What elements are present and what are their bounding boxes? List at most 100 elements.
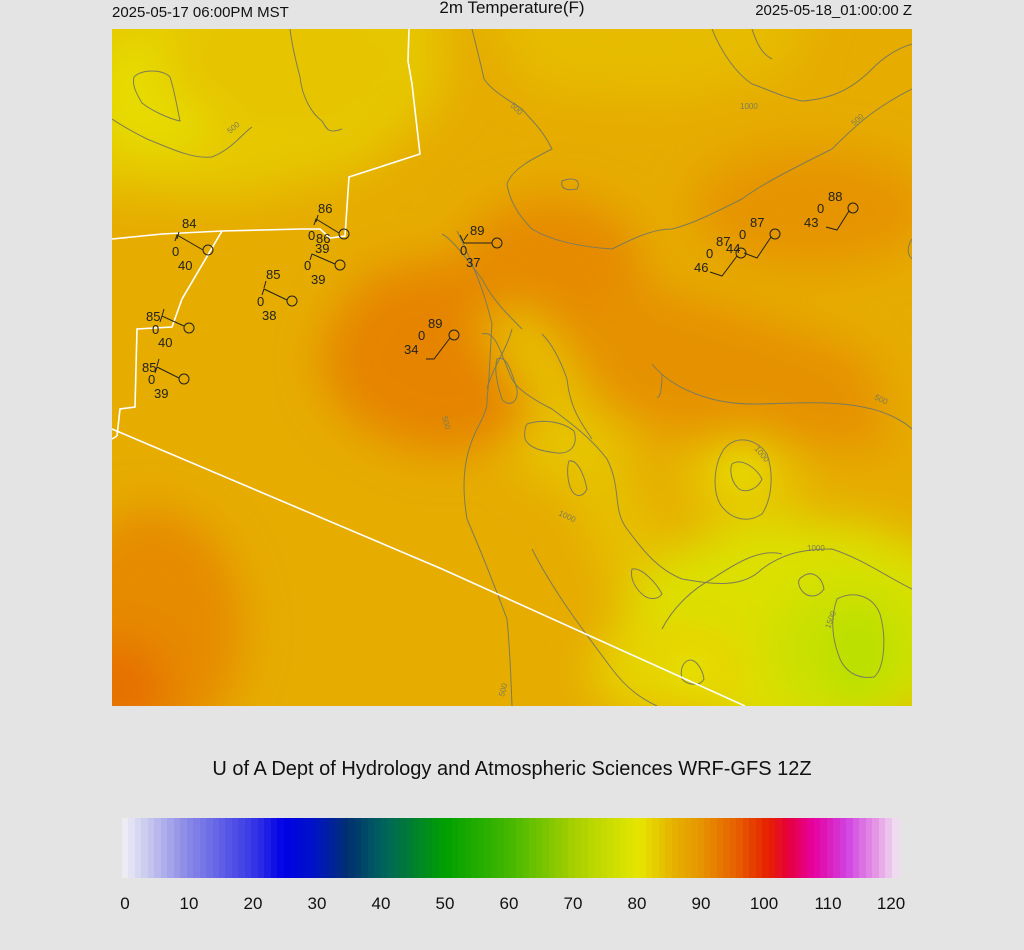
colorbar-segment (645, 818, 653, 878)
colorbar-segment (872, 818, 880, 878)
colorbar-segment (393, 818, 401, 878)
colorbar-segment (290, 818, 298, 878)
colorbar-segment (445, 818, 453, 878)
station-wind: 0 (172, 244, 179, 259)
colorbar-segment (652, 818, 660, 878)
colorbar-segment (813, 818, 821, 878)
station-dew: 39 (315, 241, 329, 256)
colorbar-segment (387, 818, 395, 878)
colorbar-segment (154, 818, 162, 878)
station-wind: 0 (257, 294, 264, 309)
colorbar-segment (173, 818, 181, 878)
colorbar-tick: 110 (814, 894, 842, 913)
contour-label: 1000 (807, 544, 825, 553)
colorbar-segment (529, 818, 537, 878)
wind-barb (159, 308, 185, 327)
colorbar-segment (277, 818, 285, 878)
colorbar-segment (658, 818, 666, 878)
colorbar-segment (762, 818, 770, 878)
station-marker (338, 228, 350, 240)
map-title: 2m Temperature(F) (439, 0, 585, 17)
colorbar-segment (296, 818, 304, 878)
colorbar-segment (484, 818, 492, 878)
colorbar-segment (704, 818, 712, 878)
colorbar-segment (794, 818, 802, 878)
colorbar-segment (522, 818, 530, 878)
station-temp: 84 (182, 216, 196, 231)
colorbar-tick: 100 (749, 894, 779, 913)
colorbar-segment (839, 818, 847, 878)
elevation-contours (112, 29, 912, 706)
station-wind: 0 (148, 372, 155, 387)
station-temp: 85 (266, 267, 280, 282)
colorbar-segment (231, 818, 239, 878)
colorbar-segment (328, 818, 336, 878)
colorbar-segment (607, 818, 615, 878)
colorbar-segment (833, 818, 841, 878)
colorbar-segment (128, 818, 136, 878)
colorbar-segment (167, 818, 175, 878)
colorbar-segment (322, 818, 330, 878)
colorbar-segment (600, 818, 608, 878)
colorbar-segment (257, 818, 265, 878)
station-temp: 88 (828, 189, 842, 204)
colorbar-segment (594, 818, 602, 878)
colorbar-segment (768, 818, 776, 878)
colorbar-segment (775, 818, 783, 878)
colorbar-segment (807, 818, 815, 878)
station-marker (735, 247, 747, 259)
station-dew: 43 (804, 215, 818, 230)
colorbar-ticks: 0 10 20 30 40 50 60 70 80 90 100 110 120 (0, 894, 1024, 918)
station-marker (178, 373, 190, 385)
colorbar-segment (361, 818, 369, 878)
station-wind: 0 (308, 228, 315, 243)
station-temp: 86 (316, 231, 330, 246)
colorbar-segment (639, 818, 647, 878)
colorbar-segment (555, 818, 563, 878)
colorbar-segment (490, 818, 498, 878)
colorbar-segment (264, 818, 272, 878)
colorbar-segment (619, 818, 627, 878)
political-borders (112, 29, 746, 706)
colorbar-segment (471, 818, 479, 878)
station-temp: 86 (318, 201, 332, 216)
station-dew: 37 (466, 255, 480, 270)
colorbar-segment (419, 818, 427, 878)
station-plot: 84 0 40 (172, 216, 214, 273)
colorbar-segment (406, 818, 414, 878)
station-plot: 86 0 39 (304, 231, 346, 287)
colorbar-segment (510, 818, 518, 878)
colorbar-segment (710, 818, 718, 878)
colorbar-segment (206, 818, 214, 878)
colorbar-segment (574, 818, 582, 878)
station-temp: 85 (142, 360, 156, 375)
station-dew: 40 (178, 258, 192, 273)
station-plot: 85 0 39 (142, 358, 190, 401)
colorbar-segment (134, 818, 142, 878)
station-dew: 40 (158, 335, 172, 350)
model-credit: U of A Dept of Hydrology and Atmospheric… (212, 758, 812, 780)
colorbar-tick: 50 (435, 894, 455, 913)
colorbar-segment (147, 818, 155, 878)
colorbar-segment (755, 818, 763, 878)
colorbar-segment (587, 818, 595, 878)
station-marker (334, 259, 346, 271)
colorbar-segment (736, 818, 744, 878)
wind-barb (261, 280, 288, 301)
colorbar-segment (561, 818, 569, 878)
colorbar-segment (477, 818, 485, 878)
station-temp: 87 (750, 215, 764, 230)
colorbar-segment (199, 818, 207, 878)
colorbar-tick: 40 (371, 894, 391, 913)
wind-barb (174, 231, 204, 251)
colorbar-segment (122, 818, 130, 878)
colorbar-segment (801, 818, 809, 878)
wind-barb (309, 253, 336, 265)
colorbar-segment (665, 818, 673, 878)
colorbar-segment (613, 818, 621, 878)
colorbar-segment (859, 818, 867, 878)
colorbar-segment (678, 818, 686, 878)
colorbar-segment (626, 818, 634, 878)
colorbar-segment (464, 818, 472, 878)
colorbar-segment (865, 818, 873, 878)
